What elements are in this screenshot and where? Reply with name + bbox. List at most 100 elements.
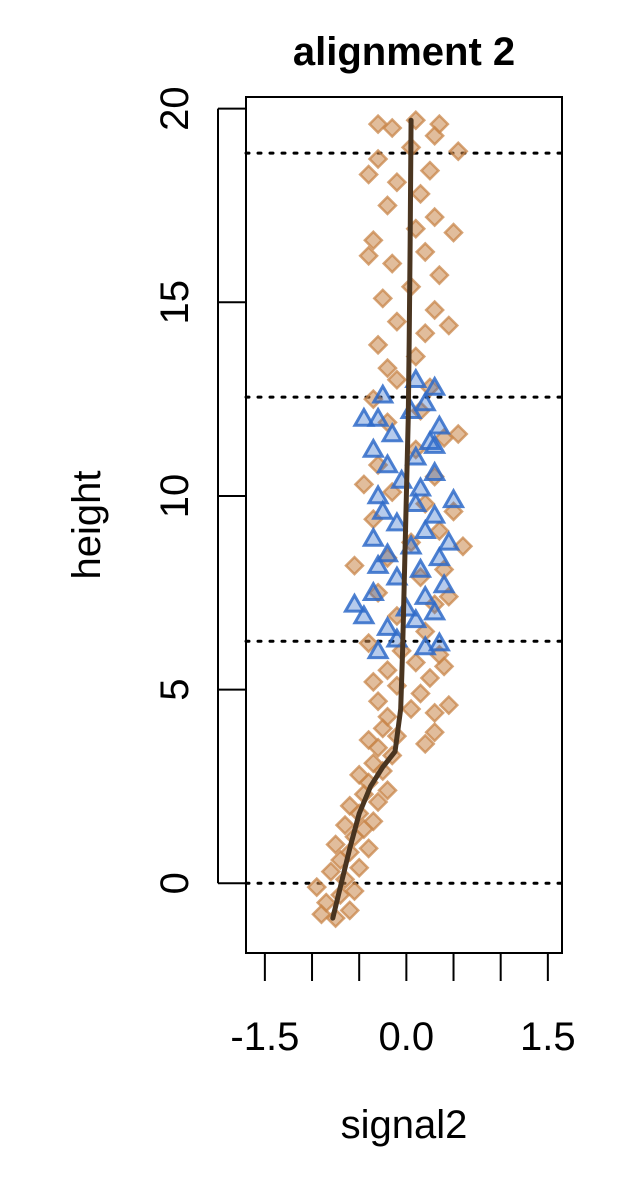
diamond-point bbox=[424, 702, 445, 724]
x-axis: -1.5 0.0 1.5 bbox=[230, 952, 576, 1059]
triangle-point bbox=[361, 437, 385, 458]
x-axis-label: signal2 bbox=[341, 1103, 468, 1147]
triangle-point bbox=[394, 596, 418, 617]
diamond-point bbox=[339, 795, 361, 817]
diamond-point bbox=[348, 764, 370, 786]
diamond-point bbox=[381, 253, 403, 274]
diamond-point bbox=[344, 555, 365, 576]
diamond-point bbox=[405, 652, 427, 673]
diamond-point bbox=[386, 369, 408, 391]
triangle-point bbox=[380, 421, 404, 443]
y-tick-label: 10 bbox=[153, 474, 197, 518]
triangle-point bbox=[408, 557, 433, 578]
triangle-point bbox=[427, 631, 451, 652]
triangle-point bbox=[371, 499, 395, 520]
diamond-point bbox=[358, 729, 379, 751]
diamond-point bbox=[438, 315, 460, 336]
triangle-point bbox=[385, 511, 409, 532]
y-tick-label: 0 bbox=[153, 872, 197, 894]
triangle-point bbox=[423, 460, 447, 481]
diamond-point bbox=[414, 323, 436, 344]
diamond-point bbox=[372, 288, 394, 309]
diamond-point bbox=[447, 140, 469, 162]
y-axis-label: height bbox=[65, 471, 109, 580]
diamond-point bbox=[353, 474, 375, 495]
diamond-point bbox=[358, 164, 379, 185]
diamond-point bbox=[414, 733, 436, 755]
triangle-point bbox=[375, 542, 400, 563]
diamond-point bbox=[377, 780, 398, 801]
diamond-point bbox=[414, 241, 436, 263]
diamond-point bbox=[429, 520, 450, 542]
triangle-point bbox=[427, 414, 451, 435]
triangle-point bbox=[427, 545, 451, 567]
triangle-point bbox=[366, 553, 390, 574]
diamond-point bbox=[429, 264, 450, 286]
diamond-point bbox=[325, 834, 346, 855]
diamond-point bbox=[433, 656, 455, 677]
diamond-point bbox=[334, 814, 356, 836]
diamond-point bbox=[410, 183, 431, 205]
diamond-point bbox=[367, 334, 389, 356]
diamond-point bbox=[367, 113, 389, 135]
triangle-point bbox=[423, 503, 447, 524]
triangle-point bbox=[418, 429, 442, 450]
diamond-point bbox=[377, 195, 398, 216]
y-tick-label: 15 bbox=[153, 280, 197, 325]
triangle-point bbox=[375, 615, 400, 636]
diamond-point bbox=[363, 811, 384, 832]
trend-line bbox=[330, 117, 414, 921]
diamond-point bbox=[443, 222, 464, 243]
diamond-point bbox=[377, 357, 398, 379]
series-triangles bbox=[342, 367, 466, 660]
diamond-point bbox=[429, 113, 450, 135]
x-tick-label: 1.5 bbox=[520, 1015, 576, 1059]
diamond-point bbox=[363, 671, 384, 693]
chart-title: alignment 2 bbox=[293, 30, 515, 74]
diamond-point bbox=[377, 659, 398, 681]
diamond-point bbox=[306, 876, 328, 898]
y-axis: 0 5 10 15 20 bbox=[153, 86, 246, 894]
y-tick-label: 20 bbox=[153, 86, 197, 130]
triangle-point bbox=[404, 491, 428, 512]
triangle-point bbox=[404, 367, 428, 389]
triangle-point bbox=[361, 580, 385, 602]
diamond-point bbox=[315, 892, 337, 913]
diamond-point bbox=[358, 632, 379, 654]
trend-line-path bbox=[330, 117, 414, 921]
triangle-point bbox=[441, 487, 466, 509]
triangle-point bbox=[408, 476, 433, 497]
diamond-point bbox=[358, 245, 379, 267]
triangle-point bbox=[361, 526, 385, 547]
triangle-point bbox=[404, 607, 428, 629]
triangle-point bbox=[432, 573, 456, 594]
triangle-point bbox=[366, 483, 390, 505]
diamond-point bbox=[438, 694, 460, 716]
y-tick-label: 5 bbox=[153, 678, 197, 700]
x-tick-label: -1.5 bbox=[230, 1015, 299, 1059]
diamond-point bbox=[400, 698, 422, 720]
diamond-point bbox=[424, 299, 445, 321]
diamond-point bbox=[367, 148, 389, 170]
diamond-point bbox=[363, 230, 384, 251]
diamond-point bbox=[320, 861, 342, 882]
diamond-point bbox=[344, 880, 365, 902]
triangle-point bbox=[371, 383, 395, 404]
triangle-point bbox=[413, 390, 437, 412]
diamond-point bbox=[419, 667, 441, 689]
diamond-point bbox=[377, 706, 398, 727]
triangle-point bbox=[423, 600, 447, 621]
triangle-point bbox=[423, 375, 447, 396]
diamond-point bbox=[367, 690, 389, 712]
triangle-point bbox=[404, 445, 428, 466]
triangle-point bbox=[375, 452, 400, 474]
triangle-point bbox=[385, 565, 409, 586]
triangle-point bbox=[366, 406, 390, 427]
diamond-point bbox=[386, 311, 408, 332]
diamond-point bbox=[358, 838, 379, 859]
triangle-point bbox=[352, 406, 376, 427]
diamond-point bbox=[424, 206, 445, 228]
triangle-point bbox=[366, 638, 390, 660]
diamond-point bbox=[424, 721, 445, 743]
